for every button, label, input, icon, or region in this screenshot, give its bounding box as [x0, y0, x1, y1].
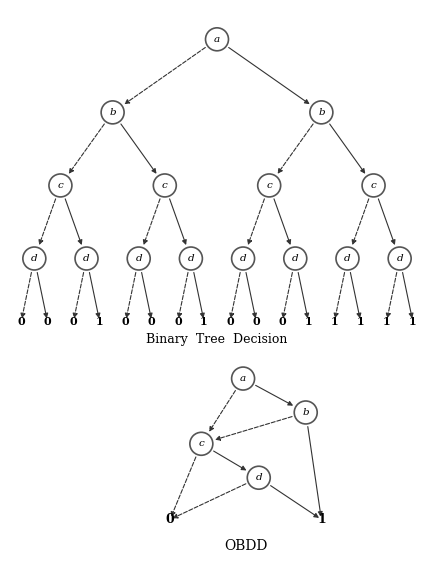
- Text: b: b: [302, 408, 309, 417]
- Text: Binary  Tree  Decision: Binary Tree Decision: [146, 333, 288, 346]
- Text: d: d: [240, 254, 247, 263]
- Text: 1: 1: [96, 316, 103, 327]
- Text: d: d: [135, 254, 142, 263]
- Circle shape: [190, 433, 213, 455]
- Text: d: d: [292, 254, 299, 263]
- Circle shape: [127, 247, 150, 270]
- Text: 1: 1: [200, 316, 208, 327]
- Text: 0: 0: [166, 513, 174, 526]
- Circle shape: [206, 28, 228, 51]
- Text: a: a: [240, 374, 246, 383]
- Circle shape: [101, 101, 124, 124]
- Text: d: d: [396, 254, 403, 263]
- Text: 1: 1: [409, 316, 417, 327]
- Text: 0: 0: [148, 316, 155, 327]
- Circle shape: [294, 401, 317, 424]
- Text: 0: 0: [279, 316, 286, 327]
- Text: 1: 1: [305, 316, 312, 327]
- Circle shape: [258, 174, 281, 197]
- Text: 1: 1: [357, 316, 364, 327]
- Circle shape: [232, 247, 255, 270]
- Text: 0: 0: [43, 316, 51, 327]
- Text: d: d: [256, 473, 262, 482]
- Circle shape: [310, 101, 333, 124]
- Text: 1: 1: [383, 316, 391, 327]
- Text: c: c: [162, 181, 168, 190]
- Text: c: c: [371, 181, 376, 190]
- Text: d: d: [31, 254, 38, 263]
- Text: d: d: [187, 254, 194, 263]
- Circle shape: [23, 247, 46, 270]
- Text: OBDD: OBDD: [224, 539, 267, 553]
- Text: 0: 0: [252, 316, 260, 327]
- Circle shape: [75, 247, 98, 270]
- Circle shape: [247, 466, 270, 489]
- Circle shape: [49, 174, 72, 197]
- Circle shape: [284, 247, 307, 270]
- Circle shape: [362, 174, 385, 197]
- Text: c: c: [266, 181, 272, 190]
- Circle shape: [153, 174, 176, 197]
- Text: c: c: [198, 439, 204, 448]
- Circle shape: [232, 367, 255, 390]
- Circle shape: [388, 247, 411, 270]
- Text: b: b: [318, 108, 325, 117]
- Text: 1: 1: [331, 316, 338, 327]
- Text: 0: 0: [17, 316, 25, 327]
- Text: 0: 0: [174, 316, 182, 327]
- Text: 1: 1: [317, 513, 326, 526]
- Text: a: a: [214, 35, 220, 44]
- Text: b: b: [109, 108, 116, 117]
- Circle shape: [179, 247, 202, 270]
- Text: c: c: [58, 181, 63, 190]
- Text: 0: 0: [226, 316, 234, 327]
- Text: d: d: [344, 254, 351, 263]
- Circle shape: [336, 247, 359, 270]
- Text: 0: 0: [70, 316, 77, 327]
- Text: d: d: [83, 254, 90, 263]
- Text: 0: 0: [122, 316, 129, 327]
